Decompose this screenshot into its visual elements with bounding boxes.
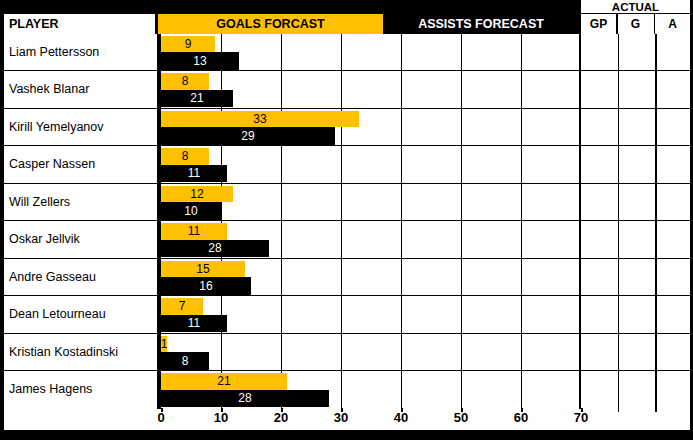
player-name: Kirill Yemelyanov (9, 109, 104, 145)
goals-forecast-bar: 9 (161, 36, 215, 53)
axis-tick-label: 40 (394, 410, 408, 425)
assists-bar-label: 10 (184, 204, 197, 218)
player-row: Casper Nassen 8 11 (4, 146, 690, 184)
actual-header-label: ACTUAL (612, 1, 659, 13)
goals-bar-label: 12 (190, 187, 203, 201)
axis-tick-label: 20 (274, 410, 288, 425)
player-row: Kristian Kostadinski 18 (4, 334, 690, 372)
goals-forecast-bar: 7 (161, 298, 203, 315)
actual-section-left-border (579, 34, 581, 409)
goals-forecast-bar: 8 (161, 73, 209, 90)
player-column-header-label: PLAYER (9, 17, 59, 31)
goals-forecast-bar: 1 (161, 336, 167, 353)
player-row: Andre Gasseau 15 16 (4, 259, 690, 297)
player-name: Vashek Blanar (9, 71, 89, 107)
chart-gridline (281, 34, 282, 409)
g-a-column-border (655, 34, 657, 409)
axis-tick-label: 70 (574, 410, 588, 425)
x-axis-row: 0 10 20 30 40 50 60 70 (4, 408, 690, 430)
goals-bar-label: 9 (185, 37, 192, 51)
goals-bar-label: 8 (182, 149, 189, 163)
assists-bar-label: 11 (188, 316, 200, 330)
assists-bar-label: 29 (241, 129, 254, 143)
player-name: Will Zellers (9, 184, 70, 220)
goals-forecast-bar: 21 (161, 373, 287, 390)
axis-tick-label: 0 (157, 410, 164, 425)
chart-gridline (521, 34, 522, 409)
goals-bar-label: 15 (196, 262, 209, 276)
goals-forecast-banner-label: GOALS FORCAST (216, 17, 324, 31)
a-column-header: A (655, 14, 690, 34)
actual-header-cell: ACTUAL (581, 0, 690, 13)
gp-column-header-label: GP (590, 17, 607, 31)
chart-gridline (341, 34, 342, 409)
gp-g-column-border (618, 34, 620, 409)
player-name: Oskar Jellvik (9, 221, 80, 257)
goals-bar-label: 7 (179, 299, 186, 313)
g-column-header-label: G (631, 17, 640, 31)
assists-forecast-banner-label: ASSISTS FORECAST (418, 17, 544, 31)
goals-bar-label: 1 (161, 337, 168, 351)
assists-forecast-bar: 28 (161, 390, 329, 408)
goals-forecast-banner: GOALS FORCAST (158, 14, 383, 34)
assists-forecast-bar: 13 (161, 52, 239, 70)
assists-bar-label: 28 (208, 241, 221, 255)
goals-forecast-bar: 15 (161, 261, 245, 278)
player-name: James Hagens (9, 371, 92, 407)
assists-bar-label: 28 (238, 391, 251, 405)
assists-bar-label: 11 (188, 166, 200, 180)
goals-forecast-bar: 33 (161, 111, 359, 128)
goals-forecast-bar: 11 (161, 223, 227, 240)
spreadsheet-forecast-sheet: { "header": { "player_col": "PLAYER", "g… (0, 0, 693, 440)
assists-forecast-bar: 16 (161, 277, 251, 295)
axis-tick-label: 50 (454, 410, 468, 425)
column-border-tick (618, 408, 620, 412)
player-row: Oskar Jellvik 11 28 (4, 221, 690, 259)
goals-forecast-bar: 12 (161, 186, 233, 203)
player-name: Andre Gasseau (9, 259, 96, 295)
assists-forecast-bar: 11 (161, 165, 227, 183)
player-column-header: PLAYER (4, 14, 155, 34)
axis-tick-label: 60 (514, 410, 528, 425)
assists-forecast-bar: 10 (161, 202, 221, 220)
column-border-tick (655, 408, 657, 412)
player-row: Will Zellers 12 10 (4, 184, 690, 222)
rows-area: Liam Pettersson913Vashek Blanar821Kirill… (4, 34, 690, 409)
goals-bar-label: 11 (188, 224, 200, 238)
player-column-right-border (157, 34, 161, 409)
player-name: Dean Letourneau (9, 296, 106, 332)
goals-forecast-bar: 8 (161, 148, 209, 165)
player-name: Kristian Kostadinski (9, 334, 118, 370)
player-row: Liam Pettersson 913 (4, 34, 690, 72)
player-name: Casper Nassen (9, 146, 95, 182)
chart-gridline (461, 34, 462, 409)
goals-bar-label: 21 (217, 374, 230, 388)
assists-forecast-bar: 21 (161, 90, 233, 108)
player-row: James Hagens 21 28 (4, 371, 690, 409)
goals-bar-label: 33 (253, 112, 266, 126)
g-column-header: G (618, 14, 654, 34)
assists-forecast-bar: 8 (161, 352, 209, 370)
assists-bar-label: 8 (182, 354, 189, 368)
chart-gridline (401, 34, 402, 409)
assists-forecast-banner: ASSISTS FORECAST (383, 14, 579, 34)
axis-tick-label: 30 (334, 410, 348, 425)
player-row: Dean Letourneau 711 (4, 296, 690, 334)
player-name: Liam Pettersson (9, 34, 99, 70)
a-column-header-label: A (668, 17, 677, 31)
player-row: Kirill Yemelyanov 33 29 (4, 109, 690, 147)
assists-forecast-bar: 11 (161, 315, 227, 333)
assists-forecast-bar: 28 (161, 240, 269, 258)
goals-bar-label: 8 (182, 74, 189, 88)
assists-bar-label: 16 (199, 279, 212, 293)
player-row: Vashek Blanar 821 (4, 71, 690, 109)
gp-column-header: GP (581, 14, 616, 34)
assists-bar-label: 13 (193, 54, 206, 68)
assists-bar-label: 21 (190, 91, 203, 105)
assists-forecast-bar: 29 (161, 127, 335, 145)
axis-tick-label: 10 (214, 410, 228, 425)
